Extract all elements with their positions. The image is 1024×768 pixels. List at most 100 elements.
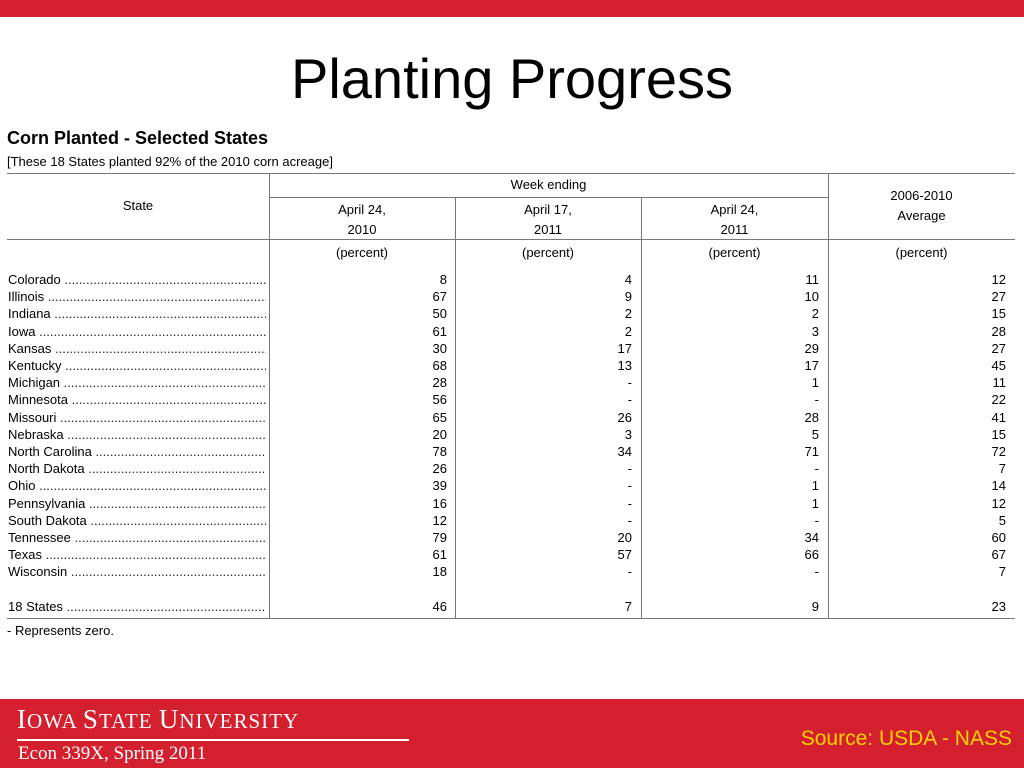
unit-label: (percent) — [895, 245, 948, 260]
value-cell: - — [814, 512, 819, 528]
value-cell: 61 — [432, 547, 447, 563]
value-cell: 15 — [991, 306, 1006, 322]
state-name: Missouri ...............................… — [8, 409, 266, 425]
value-cell: 45 — [991, 358, 1006, 373]
source-label: Source: USDA - NASS — [800, 727, 1012, 750]
top-accent-bar — [0, 0, 1024, 17]
column-divider — [828, 173, 829, 619]
state-name: 18 States ..............................… — [8, 599, 266, 614]
table-row: North Dakota ...........................… — [0, 460, 1024, 477]
col3-header: April 24, 2011 — [710, 202, 759, 237]
value-cell: - — [627, 375, 632, 391]
table-subtitle: [These 18 States planted 92% of the 2010… — [7, 154, 333, 169]
value-cell: 50 — [432, 306, 447, 322]
value-cell: 11 — [992, 375, 1007, 391]
value-cell: - — [627, 392, 632, 408]
university-logo: IOWA STATE UNIVERSITY — [17, 704, 300, 734]
value-cell: 28 — [804, 409, 819, 425]
header-bottom-rule — [7, 239, 1015, 240]
table-row: Ohio ...................................… — [0, 477, 1024, 494]
table-row: Nebraska ...............................… — [0, 426, 1024, 443]
value-cell: 7 — [998, 564, 1006, 580]
value-cell: 67 — [432, 289, 447, 305]
state-name: Tennessee ..............................… — [8, 530, 266, 545]
value-cell: 61 — [432, 323, 447, 339]
table-top-rule — [7, 173, 1015, 174]
value-cell: 34 — [804, 530, 819, 545]
value-cell: 34 — [617, 444, 632, 459]
value-cell: 13 — [617, 358, 632, 373]
course-label: Econ 339X, Spring 2011 — [18, 743, 207, 764]
value-cell: 46 — [432, 599, 447, 614]
table-row: Tennessee ..............................… — [0, 529, 1024, 546]
value-cell: - — [627, 512, 632, 528]
value-cell: 20 — [432, 426, 447, 442]
value-cell: 72 — [991, 444, 1006, 459]
value-cell: 78 — [432, 444, 447, 459]
unit-label: (percent) — [335, 245, 389, 260]
col4-header: 2006-2010 Average — [890, 188, 953, 223]
value-cell: - — [814, 461, 819, 477]
value-cell: 3 — [811, 323, 819, 339]
table-row: Kentucky ...............................… — [0, 357, 1024, 374]
state-name: Wisconsin ..............................… — [8, 564, 266, 580]
value-cell: 18 — [432, 564, 447, 580]
state-name: Nebraska ...............................… — [8, 426, 266, 442]
table-row: Wisconsin ..............................… — [0, 563, 1024, 580]
value-cell: 27 — [991, 289, 1006, 305]
table-row: Colorado ...............................… — [0, 271, 1024, 288]
value-cell: 79 — [432, 530, 447, 545]
week-ending-header: Week ending — [510, 177, 587, 192]
value-cell: 3 — [624, 426, 632, 442]
table-row: Texas ..................................… — [0, 546, 1024, 563]
value-cell: 2 — [811, 306, 819, 322]
value-cell: 65 — [432, 409, 447, 425]
value-cell: - — [627, 478, 632, 494]
value-cell: 2 — [624, 323, 632, 339]
table-row: Missouri ...............................… — [0, 409, 1024, 426]
total-row: 18 States ..............................… — [0, 598, 1024, 615]
table-row: South Dakota ...........................… — [0, 512, 1024, 529]
table-row: Indiana ................................… — [0, 305, 1024, 322]
state-name: North Carolina .........................… — [8, 444, 266, 459]
value-cell: 10 — [804, 289, 819, 305]
state-name: Michigan ...............................… — [8, 375, 266, 391]
value-cell: 71 — [804, 444, 819, 459]
value-cell: 1 — [811, 478, 819, 494]
value-cell: 11 — [805, 272, 820, 287]
state-name: Ohio ...................................… — [8, 478, 266, 494]
state-name: Illinois ...............................… — [8, 289, 266, 305]
value-cell: 12 — [432, 512, 447, 528]
column-divider — [269, 173, 270, 619]
value-cell: 12 — [991, 272, 1006, 287]
value-cell: 23 — [991, 599, 1006, 614]
footer-bar — [0, 699, 1024, 768]
value-cell: 20 — [617, 530, 632, 545]
value-cell: 9 — [811, 599, 819, 614]
state-name: South Dakota ...........................… — [8, 512, 266, 528]
value-cell: 4 — [624, 272, 632, 287]
value-cell: 30 — [432, 340, 447, 356]
value-cell: 67 — [991, 547, 1006, 563]
value-cell: - — [627, 495, 632, 511]
value-cell: 8 — [439, 272, 447, 287]
state-name: Kansas .................................… — [8, 340, 266, 356]
table-row: Illinois ...............................… — [0, 288, 1024, 305]
state-name: Minnesota ..............................… — [8, 392, 266, 408]
value-cell: 15 — [991, 426, 1006, 442]
value-cell: 17 — [617, 340, 632, 356]
table-title: Corn Planted - Selected States — [7, 128, 269, 148]
week-ending-rule — [269, 197, 828, 198]
column-divider — [455, 197, 456, 619]
value-cell: 26 — [617, 409, 632, 425]
value-cell: 29 — [804, 340, 819, 356]
value-cell: 9 — [624, 289, 632, 305]
unit-label: (percent) — [521, 245, 575, 260]
value-cell: 7 — [624, 599, 632, 614]
value-cell: 57 — [617, 547, 632, 563]
state-name: Indiana ................................… — [8, 306, 266, 322]
value-cell: 41 — [991, 409, 1006, 425]
value-cell: 28 — [991, 323, 1006, 339]
value-cell: 26 — [432, 461, 447, 477]
state-name: Colorado ...............................… — [8, 272, 266, 287]
